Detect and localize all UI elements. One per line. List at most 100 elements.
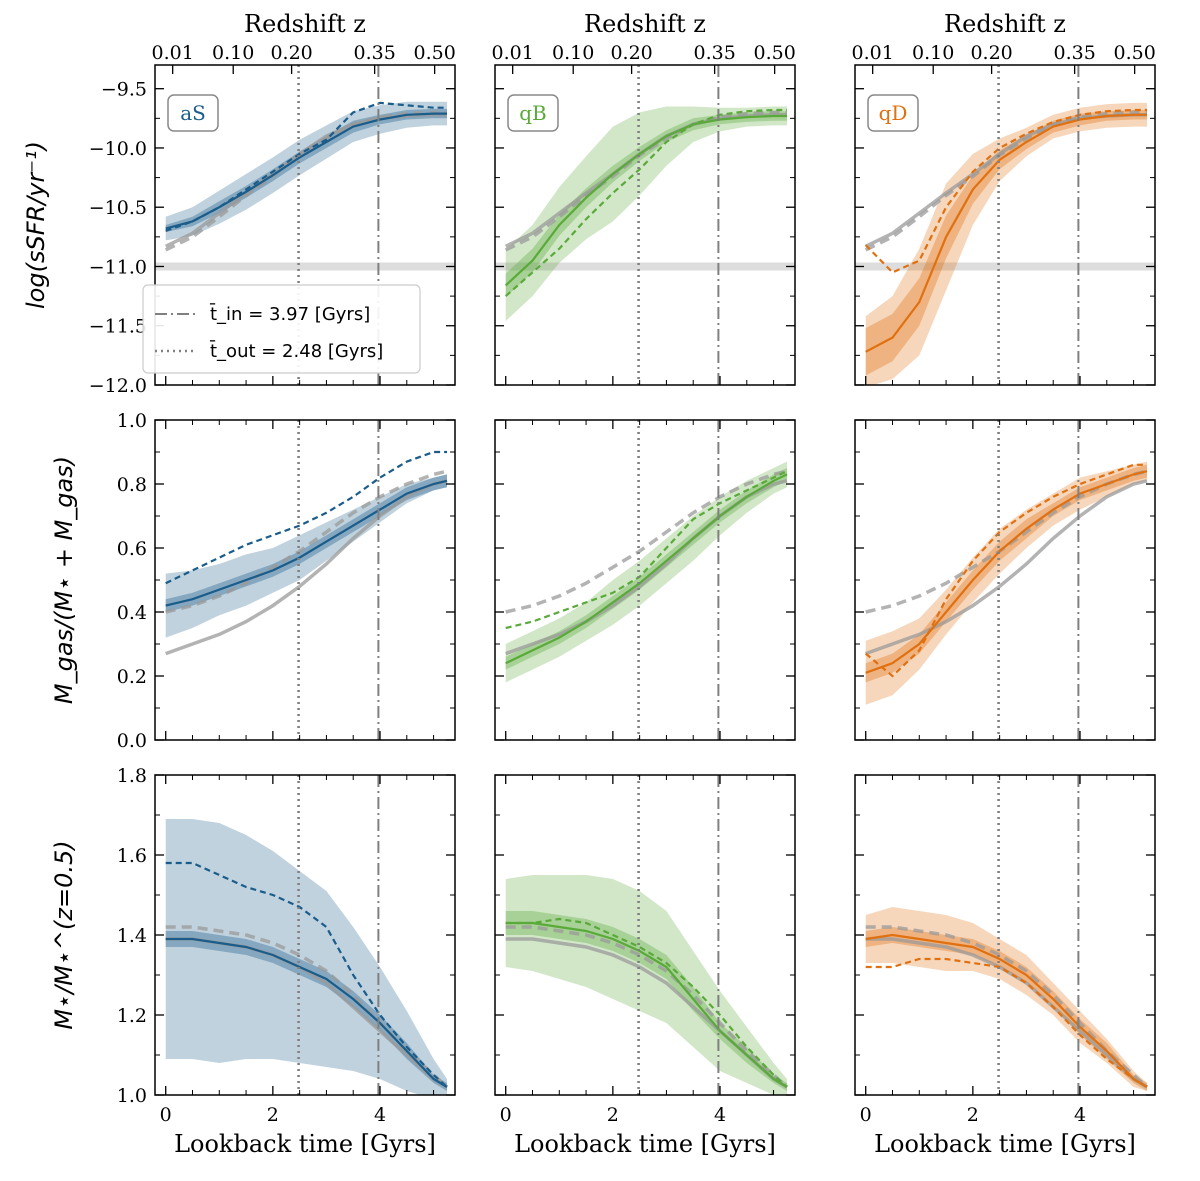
panel-qB-gas bbox=[494, 419, 796, 741]
legend-t-in-label: t̄_in = 3.97 [Gyrs] bbox=[209, 303, 370, 325]
gray-reference-dashed-line bbox=[504, 110, 787, 252]
y-tick-label: 0.6 bbox=[117, 538, 147, 560]
legend: t̄_in = 3.97 [Gyrs] t̄_out = 2.48 [Gyrs] bbox=[142, 284, 421, 374]
lookback-axis-title: Lookback time [Gyrs] bbox=[874, 1130, 1136, 1158]
y-axis-title: M⋆/M⋆^(z=0.5) bbox=[50, 840, 78, 1029]
panel-tag-box bbox=[867, 94, 919, 132]
panel-plot-area bbox=[855, 65, 1155, 385]
panel-frame bbox=[494, 64, 796, 386]
y-tick-label: 1.0 bbox=[117, 1085, 147, 1107]
dashed-subsample-line bbox=[165, 450, 447, 585]
median-line bbox=[865, 933, 1148, 1088]
y-tick-label: 1.2 bbox=[117, 1005, 147, 1027]
panel-tag-label: qB bbox=[519, 101, 547, 125]
panel-aS-mass: 0 2 4 1.0 1.2 1.4 1.6 1.8 M⋆/M⋆^(z=0.5) Lookback … bbox=[50, 765, 456, 1158]
panel-qB-mass: 0 2 4 Lookback time [Gyrs] bbox=[494, 774, 796, 1158]
x-tick-label: 4 bbox=[1074, 1104, 1086, 1126]
z-tick-label: 0.10 bbox=[912, 42, 954, 64]
outer-scatter-band bbox=[865, 102, 1147, 385]
y-axis-title: log(sSFR/yr⁻¹) bbox=[22, 141, 50, 309]
y-axis-title: M_gas/(M⋆ + M_gas) bbox=[50, 456, 78, 704]
y-tick-label: 0.4 bbox=[117, 602, 147, 624]
dashed-subsample-line bbox=[865, 957, 1148, 1088]
median-line bbox=[865, 113, 1147, 353]
y-tick-label: −11.0 bbox=[89, 256, 147, 278]
dashed-subsample-line bbox=[505, 917, 788, 1088]
outer-scatter-band bbox=[165, 474, 447, 638]
y-tick-label: −11.5 bbox=[89, 316, 147, 338]
panel-frame bbox=[854, 64, 1156, 386]
redshift-axis-title: Redshift z bbox=[584, 10, 706, 38]
x-tick-label: 0 bbox=[160, 1104, 172, 1126]
y-tick-label: 0.2 bbox=[117, 666, 147, 688]
z-tick-label: 0.50 bbox=[753, 42, 795, 64]
x-tick-label: 2 bbox=[267, 1104, 279, 1126]
median-line bbox=[505, 473, 788, 665]
panel-plot-area bbox=[505, 420, 788, 740]
lookback-axis-title: Lookback time [Gyrs] bbox=[174, 1130, 436, 1158]
outer-scatter-band bbox=[505, 106, 787, 321]
median-line bbox=[505, 921, 788, 1088]
inner-scatter-band bbox=[165, 931, 447, 1091]
gray-reference-solid-line bbox=[865, 479, 1148, 656]
x-tick-label: 2 bbox=[607, 1104, 619, 1126]
gray-reference-dashed-line bbox=[505, 469, 788, 614]
panel-tag-label: aS bbox=[180, 101, 206, 125]
quenching-threshold-band bbox=[495, 262, 795, 271]
quenching-threshold-band bbox=[155, 262, 455, 271]
median-line bbox=[165, 937, 448, 1088]
gray-reference-solid-line bbox=[165, 479, 448, 656]
z-tick-label: 0.50 bbox=[1113, 42, 1155, 64]
x-tick-label: 0 bbox=[500, 1104, 512, 1126]
median-line bbox=[865, 470, 1148, 674]
z-tick-label: 0.35 bbox=[1053, 42, 1095, 64]
panel-tag-label: qD bbox=[879, 101, 908, 125]
gray-reference-dashed-line bbox=[864, 110, 1147, 252]
z-tick-label: 0.10 bbox=[212, 42, 254, 64]
y-tick-label: 1.4 bbox=[117, 925, 147, 947]
y-tick-label: −12.0 bbox=[89, 375, 147, 397]
dashed-subsample-line bbox=[165, 861, 448, 1088]
outer-scatter-band bbox=[865, 461, 1147, 705]
x-tick-label: 0 bbox=[860, 1104, 872, 1126]
panel-qD-gas bbox=[854, 419, 1156, 741]
z-tick-label: 0.35 bbox=[353, 42, 395, 64]
outer-scatter-band bbox=[865, 907, 1147, 1091]
panel-plot-area bbox=[165, 775, 449, 1095]
panel-qD-mass: 0 2 4 Lookback time [Gyrs] bbox=[854, 774, 1156, 1158]
dashed-subsample-line bbox=[505, 470, 788, 630]
z-tick-label: 0.01 bbox=[852, 42, 894, 64]
inner-scatter-band bbox=[165, 474, 447, 612]
outer-scatter-band bbox=[165, 101, 447, 241]
lookback-axis-title: Lookback time [Gyrs] bbox=[514, 1130, 776, 1158]
z-tick-label: 0.01 bbox=[492, 42, 534, 64]
legend-t-out-label: t̄_out = 2.48 [Gyrs] bbox=[209, 340, 383, 362]
gray-reference-dashed-line bbox=[505, 925, 789, 1089]
dashed-subsample-line bbox=[504, 108, 787, 297]
panel-aS-gas: 0.0 0.2 0.4 0.6 0.8 1.0 M_gas/(M⋆ + M_gas) bbox=[50, 410, 456, 752]
dashed-subsample-line bbox=[165, 101, 447, 232]
x-tick-label: 4 bbox=[374, 1104, 386, 1126]
z-tick-label: 0.10 bbox=[552, 42, 594, 64]
y-tick-label: −10.5 bbox=[89, 197, 147, 219]
z-tick-label: 0.20 bbox=[610, 42, 652, 64]
panel-plot-area bbox=[165, 420, 448, 740]
panel-plot-area bbox=[864, 420, 1148, 740]
z-tick-label: 0.50 bbox=[413, 42, 455, 64]
z-tick-label: 0.01 bbox=[152, 42, 194, 64]
gray-reference-dashed-line bbox=[165, 469, 448, 614]
outer-scatter-band bbox=[505, 875, 787, 1095]
inner-scatter-band bbox=[865, 110, 1147, 376]
median-line bbox=[504, 114, 787, 287]
z-tick-label: 0.20 bbox=[270, 42, 312, 64]
quenching-threshold-band bbox=[855, 262, 1155, 271]
y-tick-label: 1.8 bbox=[117, 765, 147, 787]
panel-plot-area bbox=[495, 65, 795, 385]
panel-tag-box bbox=[507, 94, 559, 132]
panel-tag-box bbox=[167, 94, 219, 132]
y-tick-label: −10.0 bbox=[89, 138, 147, 160]
inner-scatter-band bbox=[505, 911, 787, 1091]
redshift-axis-title: Redshift z bbox=[944, 10, 1066, 38]
